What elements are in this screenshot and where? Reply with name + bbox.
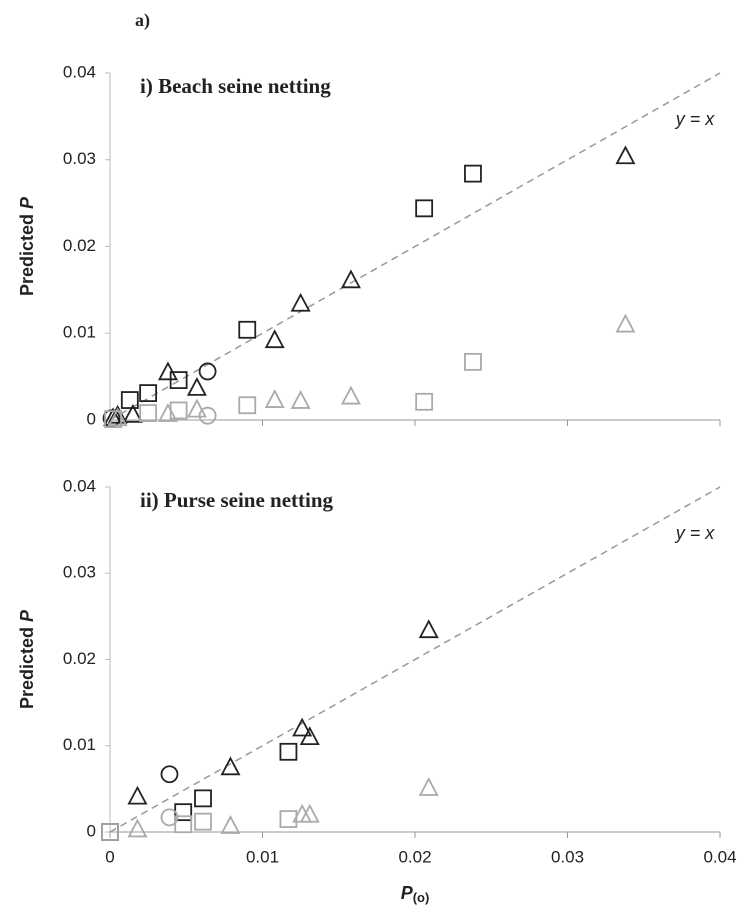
y-tick-label: 0.01 <box>63 323 96 342</box>
x-axis-label-symbol: P <box>401 883 414 903</box>
triangle-marker <box>107 407 128 427</box>
circle-marker <box>160 765 179 784</box>
triangle-marker <box>292 717 313 737</box>
reference-line-label: y = x <box>674 109 716 129</box>
y-tick-label: 0 <box>87 821 96 840</box>
y-axis-label-symbol: P <box>17 609 37 622</box>
y-axis-label-symbol: P <box>17 196 37 209</box>
triangle-marker <box>290 389 311 409</box>
x-tick-label: 0 <box>105 847 114 866</box>
triangle-marker <box>220 756 241 776</box>
y-tick-label: 0.02 <box>63 236 96 255</box>
square-marker <box>174 815 193 834</box>
square-marker <box>120 391 139 409</box>
triangle-marker <box>122 403 143 423</box>
triangle-marker <box>418 777 439 796</box>
triangle-marker <box>615 313 636 333</box>
chart-title: ii) Purse seine netting <box>140 488 334 512</box>
square-marker <box>238 396 257 415</box>
square-marker <box>464 352 482 371</box>
triangle-marker <box>264 389 285 408</box>
triangle-marker <box>157 403 178 422</box>
triangle-marker <box>264 329 285 349</box>
triangle-marker <box>157 361 178 381</box>
y-tick-label: 0.04 <box>63 62 96 81</box>
y-axis-label-text: Predicted <box>17 214 37 296</box>
square-marker <box>194 812 212 831</box>
triangle-marker <box>127 818 148 838</box>
reference-line <box>109 486 721 833</box>
triangle-marker <box>340 385 361 405</box>
circle-marker <box>160 808 179 827</box>
y-tick-label: 0.03 <box>63 149 96 168</box>
square-marker <box>279 742 298 761</box>
square-marker <box>415 392 434 411</box>
triangle-marker <box>299 803 320 823</box>
square-marker <box>139 404 158 422</box>
square-marker <box>238 320 257 339</box>
x-tick-label: 0.02 <box>398 847 431 866</box>
triangle-marker <box>615 145 636 165</box>
y-axis-label-text: Predicted <box>17 627 37 709</box>
y-tick-label: 0.03 <box>63 563 96 582</box>
square-marker <box>464 164 482 183</box>
x-tick-label: 0.04 <box>703 847 736 866</box>
reference-line <box>109 72 721 421</box>
triangle-marker <box>340 269 361 289</box>
x-tick-label: 0.03 <box>551 847 584 866</box>
y-tick-label: 0.01 <box>63 735 96 754</box>
triangle-marker <box>186 398 207 418</box>
x-axis-label-subscript: (o) <box>413 890 430 905</box>
y-axis-label: Predicted P <box>17 609 37 709</box>
square-marker <box>194 789 212 808</box>
figure-label: a) <box>135 10 150 31</box>
circle-marker <box>198 362 217 381</box>
square-marker <box>139 384 158 403</box>
square-marker <box>104 410 122 429</box>
x-tick-label: 0.01 <box>246 847 279 866</box>
y-axis-label: Predicted P <box>17 196 37 296</box>
triangle-marker <box>186 376 207 396</box>
reference-line-label: y = x <box>674 523 716 543</box>
triangle-marker <box>127 785 148 805</box>
chart-title: i) Beach seine netting <box>140 74 331 98</box>
circle-marker <box>198 406 217 425</box>
triangle-marker <box>220 815 241 834</box>
y-tick-label: 0.02 <box>63 649 96 668</box>
triangle-marker <box>290 292 311 312</box>
triangle-marker <box>299 726 320 746</box>
y-tick-label: 0 <box>87 409 96 428</box>
square-marker <box>279 810 298 828</box>
y-tick-label: 0.04 <box>63 476 96 495</box>
square-marker <box>101 823 119 841</box>
triangle-marker <box>418 619 439 639</box>
square-marker <box>415 199 434 218</box>
x-axis-label: P(o) <box>401 883 430 906</box>
